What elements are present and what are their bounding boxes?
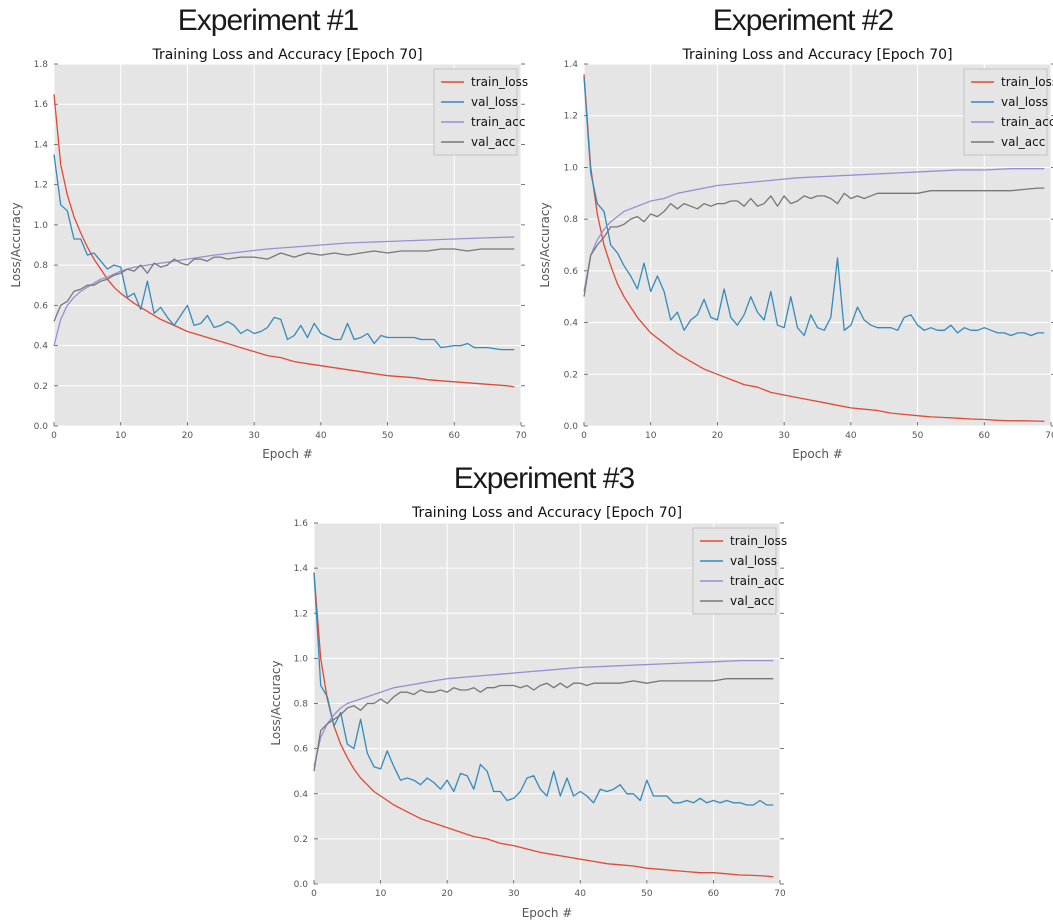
legend-label: train_loss <box>1001 75 1053 89</box>
y-tick-label: 0.8 <box>34 261 49 271</box>
x-tick-label: 0 <box>581 431 587 441</box>
x-tick-label: 40 <box>315 431 327 441</box>
y-axis-label: Loss/Accuracy <box>538 202 552 287</box>
y-tick-label: 0.4 <box>34 342 49 352</box>
y-tick-label: 1.8 <box>34 60 49 70</box>
series-line-train-loss <box>313 572 774 878</box>
y-tick-label: 0.4 <box>564 319 579 329</box>
x-axis-label: Epoch # <box>522 906 573 920</box>
legend-label: val_loss <box>471 95 518 109</box>
chart-experiment-3: Training Loss and Accuracy [Epoch 70] Lo… <box>269 505 787 920</box>
y-tick-label: 0.8 <box>294 700 309 710</box>
x-tick-label: 40 <box>575 889 587 899</box>
legend-label: val_loss <box>1001 95 1048 109</box>
chart-experiment-2: Training Loss and Accuracy [Epoch 70] Lo… <box>538 47 1053 461</box>
x-tick-label: 30 <box>778 431 790 441</box>
y-tick-label: 1.6 <box>34 100 49 110</box>
x-tick-label: 50 <box>912 431 924 441</box>
series-line-val-acc <box>583 187 1045 297</box>
legend-box <box>433 68 518 156</box>
y-tick-label: 1.2 <box>34 181 48 191</box>
x-tick-label: 60 <box>708 889 720 899</box>
legend-label: train_acc <box>471 115 525 129</box>
experiment-1-heading: Experiment #1 <box>177 4 359 37</box>
series-line-val-acc <box>313 678 774 772</box>
legend-label: val_acc <box>471 135 515 149</box>
y-axis-label: Loss/Accuracy <box>269 660 283 745</box>
x-tick-label: 20 <box>712 431 724 441</box>
x-tick-label: 10 <box>645 431 657 441</box>
series-line-val-loss <box>313 572 774 806</box>
x-tick-label: 50 <box>382 431 394 441</box>
y-tick-label: 1.2 <box>564 112 578 122</box>
legend-label: val_acc <box>1001 135 1045 149</box>
y-tick-label: 0.8 <box>564 215 579 225</box>
y-tick-label: 0.6 <box>34 301 49 311</box>
y-tick-label: 0.4 <box>294 790 309 800</box>
chart-experiment-1: Training Loss and Accuracy [Epoch 70] Lo… <box>9 47 528 461</box>
x-tick-label: 50 <box>641 889 653 899</box>
experiment-3-heading: Experiment #3 <box>453 462 635 495</box>
chart-title: Training Loss and Accuracy [Epoch 70] <box>411 505 682 521</box>
series-line-train-acc <box>313 659 774 767</box>
x-tick-label: 70 <box>1045 431 1053 441</box>
legend-label: train_loss <box>471 75 528 89</box>
x-tick-label: 60 <box>449 431 461 441</box>
series-line-val-loss <box>583 76 1045 337</box>
y-tick-label: 0.6 <box>564 267 579 277</box>
x-tick-label: 70 <box>515 431 527 441</box>
legend-box <box>692 527 777 615</box>
y-tick-label: 1.4 <box>564 60 579 70</box>
x-tick-label: 70 <box>774 889 786 899</box>
legend-label: val_loss <box>730 554 777 568</box>
x-tick-label: 30 <box>508 889 520 899</box>
x-tick-label: 0 <box>51 431 57 441</box>
y-axis-label: Loss/Accuracy <box>9 202 23 287</box>
series-line-train-acc <box>583 168 1045 292</box>
series-line-train-loss <box>53 94 515 388</box>
y-tick-label: 1.2 <box>294 609 308 619</box>
series-line-train-acc <box>53 236 515 346</box>
y-tick-label: 1.4 <box>34 140 49 150</box>
y-tick-label: 0.6 <box>294 745 309 755</box>
x-tick-label: 20 <box>182 431 194 441</box>
x-tick-label: 40 <box>845 431 857 441</box>
x-tick-label: 60 <box>979 431 991 441</box>
y-tick-label: 1.0 <box>294 654 309 664</box>
x-axis-label: Epoch # <box>262 447 313 461</box>
y-tick-label: 0.2 <box>564 370 578 380</box>
series-line-train-loss <box>583 74 1045 422</box>
chart-title: Training Loss and Accuracy [Epoch 70] <box>681 47 952 63</box>
y-tick-label: 1.6 <box>294 519 309 529</box>
y-tick-label: 0.0 <box>34 422 49 432</box>
experiment-2-heading: Experiment #2 <box>712 4 894 37</box>
x-tick-label: 0 <box>311 889 317 899</box>
series-line-val-loss <box>53 154 515 351</box>
y-tick-label: 0.0 <box>294 880 309 890</box>
y-tick-label: 0.2 <box>34 382 48 392</box>
legend-box <box>963 68 1048 156</box>
y-tick-label: 0.2 <box>294 835 308 845</box>
y-tick-label: 1.0 <box>564 163 579 173</box>
legend-label: train_acc <box>1001 115 1053 129</box>
y-tick-label: 1.4 <box>294 564 309 574</box>
x-axis-label: Epoch # <box>792 447 843 461</box>
x-tick-label: 10 <box>375 889 387 899</box>
x-tick-label: 20 <box>441 889 453 899</box>
chart-title: Training Loss and Accuracy [Epoch 70] <box>151 47 422 63</box>
y-tick-label: 1.0 <box>34 221 49 231</box>
x-tick-label: 10 <box>115 431 127 441</box>
y-tick-label: 0.0 <box>564 422 579 432</box>
series-line-val-acc <box>53 248 515 322</box>
x-tick-label: 30 <box>248 431 260 441</box>
legend-label: train_loss <box>730 534 787 548</box>
legend-label: train_acc <box>730 574 784 588</box>
legend-label: val_acc <box>730 594 774 608</box>
